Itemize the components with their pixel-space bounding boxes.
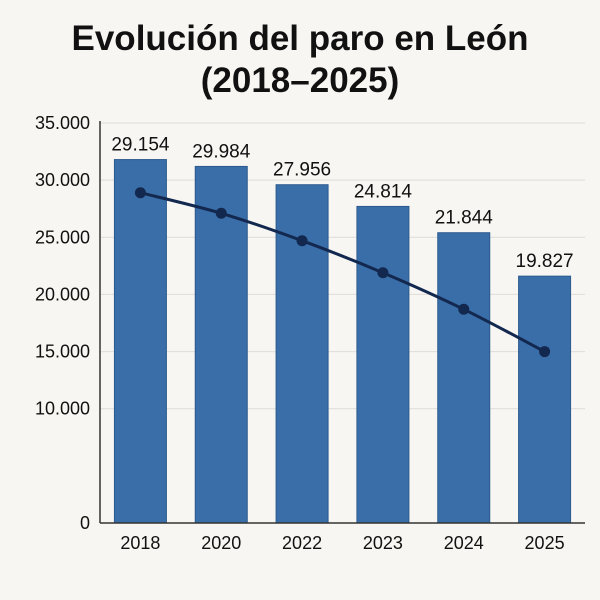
bar (437, 232, 491, 524)
bar (113, 159, 167, 524)
bar (518, 275, 572, 524)
chart-title: Evolución del paro en León (2018–2025) (0, 18, 600, 102)
y-axis-ticks: 0 10.000 15.000 20.000 25.000 30.000 35.000 (35, 113, 90, 533)
y-tick-label: 0 (80, 513, 90, 533)
y-tick-label: 15.000 (35, 342, 90, 362)
bar-value-label: 21.844 (435, 208, 494, 229)
y-tick-label: 35.000 (35, 113, 90, 133)
y-tick-label: 20.000 (35, 284, 90, 304)
trend-line (140, 191, 546, 353)
x-tick-label: 2024 (444, 533, 484, 553)
grid-lines (100, 122, 585, 410)
trend-point (134, 187, 146, 199)
x-axis-ticks: 2018 2020 2022 2023 2024 2025 (120, 533, 564, 553)
bar-value-label: 27.956 (273, 160, 331, 181)
trend-line-group (134, 187, 551, 358)
data-labels: 29.154 29.984 27.956 24.814 21.844 19.827 (111, 135, 573, 273)
trend-point (215, 207, 227, 219)
trend-point (458, 303, 470, 315)
x-tick-label: 2020 (201, 533, 241, 553)
bar-value-label: 29.984 (192, 141, 251, 162)
bar-value-label: 24.814 (354, 181, 413, 202)
bars (113, 159, 572, 524)
y-tick-label: 30.000 (35, 170, 90, 190)
x-tick-label: 2018 (120, 533, 160, 553)
x-tick-label: 2022 (282, 533, 322, 553)
x-tick-label: 2023 (363, 533, 403, 553)
x-tick-label: 2025 (525, 533, 565, 553)
trend-point (296, 235, 308, 247)
chart-title-line-2: (2018–2025) (200, 61, 400, 100)
chart-title-line-1: Evolución del paro en León (71, 19, 529, 58)
y-tick-label: 25.000 (35, 227, 90, 247)
trend-point (377, 267, 389, 279)
bar (356, 205, 410, 524)
axes (99, 121, 585, 524)
y-tick-label: 10.000 (35, 399, 90, 419)
bar (194, 165, 248, 524)
bar-value-label: 19.827 (516, 251, 574, 272)
trend-point (539, 346, 551, 358)
bar-value-label: 29.154 (111, 135, 170, 156)
